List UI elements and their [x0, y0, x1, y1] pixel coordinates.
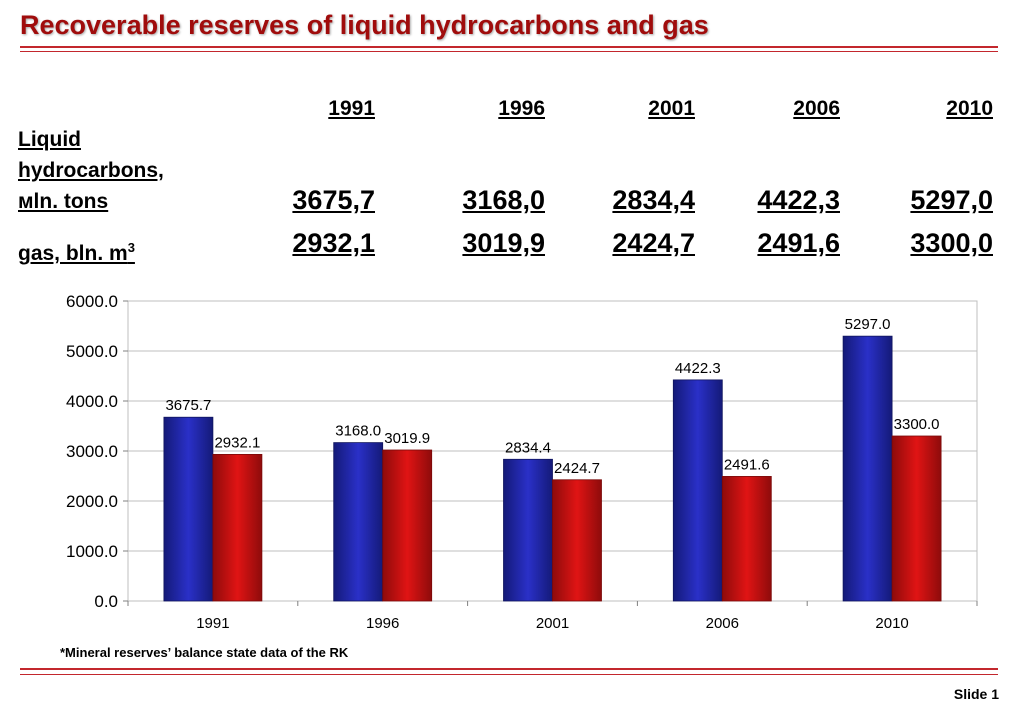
- table-year-1991: 1991: [328, 97, 375, 120]
- table-liquid-2010: 5297,0: [910, 185, 993, 215]
- y-tick-label: 0.0: [94, 592, 118, 611]
- y-tick-label: 5000.0: [66, 342, 118, 361]
- bar-series-0-1996: [333, 442, 384, 602]
- row-label-liquid-line2: hydrocarbons,: [18, 159, 164, 182]
- bar-series-0-2010: [842, 335, 893, 602]
- table-liquid-1996: 3168,0: [462, 185, 545, 215]
- data-label-series-1-1996: 3019.9: [384, 430, 430, 447]
- bar-series-1-2006: [721, 476, 772, 602]
- table-year-2006: 2006: [793, 97, 840, 120]
- bars: [163, 335, 942, 602]
- table-gas-1996: 3019,9: [462, 228, 545, 258]
- data-label-series-1-2001: 2424.7: [554, 460, 600, 477]
- bar-series-0-1991: [163, 416, 214, 602]
- footer-rule: [20, 668, 998, 670]
- table-liquid-2001: 2834,4: [612, 185, 695, 215]
- table-year-1996: 1996: [498, 97, 545, 120]
- data-label-series-1-1991: 2932.1: [214, 434, 260, 451]
- x-tick-labels: 1991 1996 2001 2006 2010: [196, 615, 909, 632]
- bar-series-0-2006: [672, 379, 723, 602]
- y-tick-label: 1000.0: [66, 542, 118, 561]
- data-label-series-0-2001: 2834.4: [505, 439, 551, 456]
- x-tick-label-1991: 1991: [196, 615, 229, 632]
- bar-series-1-1996: [382, 449, 433, 602]
- page-title: Recoverable reserves of liquid hydrocarb…: [20, 10, 709, 40]
- data-label-series-1-2010: 3300.0: [894, 416, 940, 433]
- y-tick-label: 2000.0: [66, 492, 118, 511]
- bar-series-1-1991: [212, 453, 263, 602]
- row-label-liquid-line3: мln. tons: [18, 190, 109, 213]
- data-label-series-0-1991: 3675.7: [165, 397, 211, 414]
- y-tick-labels: 0.0 1000.0 2000.0 3000.0 4000.0 5000.0 6000.0: [66, 292, 118, 611]
- title-rule-thin: [20, 51, 998, 52]
- table-liquid-2006: 4422,3: [757, 185, 840, 215]
- y-tick-label: 6000.0: [66, 292, 118, 311]
- table-year-2010: 2010: [946, 97, 993, 120]
- data-label-series-0-2006: 4422.3: [675, 360, 721, 377]
- footnote: *Mineral reserves’ balance state data of…: [60, 645, 349, 660]
- y-tick-label: 3000.0: [66, 442, 118, 461]
- table-gas-2006: 2491,6: [757, 228, 840, 258]
- x-tick-label-2001: 2001: [536, 615, 569, 632]
- y-tick-label: 4000.0: [66, 392, 118, 411]
- data-label-series-1-2006: 2491.6: [724, 456, 770, 473]
- row-label-liquid-line1: Liquid: [18, 128, 81, 151]
- bar-chart: 0.01000.02000.03000.04000.05000.06000.0 …: [66, 292, 978, 632]
- data-label-series-0-2010: 5297.0: [845, 316, 891, 333]
- data-label-series-0-1996: 3168.0: [335, 423, 381, 440]
- slide-number: Slide 1: [953, 686, 999, 702]
- bar-series-0-2001: [503, 458, 553, 602]
- table-liquid-1991: 3675,7: [292, 185, 375, 215]
- row-label-gas-sup: 3: [127, 240, 135, 255]
- footer-rule-thin: [20, 674, 998, 675]
- table-year-2001: 2001: [648, 97, 695, 120]
- x-tick-label-2010: 2010: [875, 615, 908, 632]
- x-tick-label-2006: 2006: [706, 615, 739, 632]
- row-label-gas: gas, bln. m3: [18, 232, 135, 269]
- row-label-gas-text: gas, bln. m: [18, 242, 128, 265]
- row-label-liquid: Liquid hydrocarbons, мln. tons: [18, 124, 164, 217]
- title-rule: [20, 46, 998, 48]
- table-gas-2010: 3300,0: [910, 228, 993, 258]
- bar-series-1-2010: [891, 435, 942, 602]
- bar-series-1-2001: [552, 479, 602, 602]
- table-gas-1991: 2932,1: [292, 228, 375, 258]
- x-tick-label-1996: 1996: [366, 615, 399, 632]
- table-gas-2001: 2424,7: [612, 228, 695, 258]
